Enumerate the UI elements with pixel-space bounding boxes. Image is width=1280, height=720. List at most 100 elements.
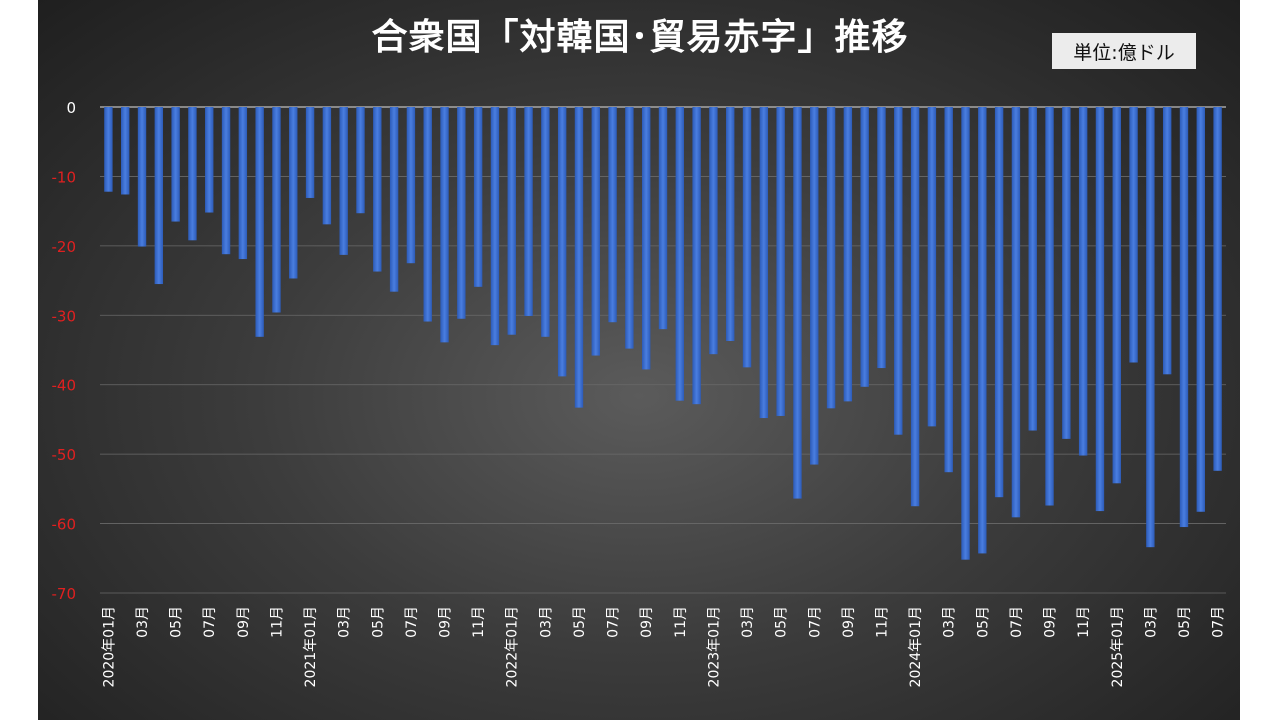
x-tick-label: 09月	[236, 606, 252, 638]
bar	[339, 107, 348, 255]
x-tick-label: 09月	[1043, 606, 1059, 638]
x-tick-label: 05月	[1177, 606, 1193, 638]
bar	[289, 107, 298, 279]
unit-badge: 単位:億ドル	[1052, 33, 1196, 69]
bar	[1129, 107, 1138, 363]
bar	[373, 107, 382, 272]
y-axis: 0 -10 -20 -30 -40 -50 -60 -70	[52, 99, 77, 603]
x-tick-label: 11月	[1076, 606, 1092, 638]
bar	[305, 107, 315, 198]
bar	[104, 107, 113, 192]
bar	[793, 107, 802, 499]
bar	[272, 107, 281, 313]
bar	[507, 107, 516, 335]
x-tick-label: 05月	[370, 606, 386, 638]
bar	[1196, 107, 1205, 512]
x-tick-label: 07月	[202, 606, 218, 638]
x-tick-label: 2022年01月	[505, 606, 521, 687]
bar	[1045, 107, 1054, 506]
bar	[877, 107, 886, 369]
bar	[709, 107, 718, 355]
chart-title: 合衆国「対韓国･貿易赤字」推移	[371, 17, 909, 58]
x-tick-label: 2023年01月	[706, 606, 722, 687]
x-tick-label: 09月	[841, 606, 857, 638]
bar	[541, 107, 550, 337]
bar	[457, 107, 466, 319]
bar	[490, 107, 500, 346]
x-tick-label: 11月	[269, 606, 285, 638]
bar	[692, 107, 701, 405]
bar	[137, 107, 147, 247]
x-tick-label: 05月	[774, 606, 790, 638]
x-tick-label: 2021年01月	[303, 606, 319, 687]
bar	[171, 107, 180, 222]
bar	[1146, 107, 1155, 548]
bar	[658, 107, 668, 330]
bar	[961, 107, 970, 560]
bar	[843, 107, 853, 402]
x-tick-label: 05月	[975, 606, 991, 638]
x-tick-label: 03月	[135, 606, 151, 638]
y-tick-label: -40	[52, 377, 77, 395]
x-tick-label: 07月	[606, 606, 622, 638]
x-tick-label: 11月	[471, 606, 487, 638]
x-tick-label: 03月	[337, 606, 353, 638]
bar	[1095, 107, 1105, 512]
bar	[759, 107, 769, 419]
x-axis: 2020年01月 03月 05月 07月 09月 11月 2021年01月 03月 05月 07月…	[101, 606, 1226, 687]
bar	[322, 107, 332, 225]
bar	[389, 107, 399, 292]
x-tick-label: 03月	[740, 606, 756, 638]
bar	[154, 107, 164, 285]
bar	[121, 107, 130, 195]
x-tick-label: 07月	[1009, 606, 1025, 638]
bar	[473, 107, 483, 287]
bar	[978, 107, 987, 554]
bar	[423, 107, 432, 322]
y-tick-label: -20	[52, 238, 77, 256]
bar	[406, 107, 416, 264]
x-tick-label: 11月	[874, 606, 890, 638]
x-tick-label: 11月	[673, 606, 689, 638]
bar	[776, 107, 785, 416]
bar	[255, 107, 264, 337]
x-tick-label: 2024年01月	[908, 606, 924, 687]
x-tick-label: 09月	[438, 606, 454, 638]
x-tick-label: 03月	[942, 606, 958, 638]
bar	[1112, 107, 1121, 484]
bar	[994, 107, 1004, 498]
x-tick-label: 05月	[572, 606, 588, 638]
bar	[356, 107, 365, 214]
y-tick-label: -10	[52, 168, 77, 186]
y-tick-label: -50	[52, 446, 77, 464]
bar	[440, 107, 449, 343]
y-tick-label: 0	[66, 99, 76, 117]
bar	[1162, 107, 1172, 375]
bar	[1062, 107, 1071, 439]
y-tick-label: -70	[52, 585, 77, 603]
bar	[1213, 107, 1222, 471]
bar	[188, 107, 197, 241]
bar	[675, 107, 685, 401]
bar	[1179, 107, 1189, 528]
bar	[927, 107, 937, 427]
bar	[826, 107, 836, 409]
bar	[591, 107, 600, 356]
x-tick-label: 2025年01月	[1110, 606, 1126, 687]
chart-area	[38, 0, 1240, 720]
bar	[625, 107, 634, 349]
bar	[574, 107, 584, 408]
bar	[910, 107, 920, 507]
bar	[742, 107, 752, 368]
bar	[641, 107, 651, 370]
bar	[894, 107, 903, 435]
bar	[810, 107, 819, 465]
bar	[860, 107, 869, 387]
bar	[524, 107, 533, 316]
y-tick-label: -60	[52, 516, 77, 534]
bar	[205, 107, 214, 213]
bar	[1028, 107, 1037, 431]
bar	[238, 107, 248, 260]
x-tick-label: 07月	[404, 606, 420, 638]
